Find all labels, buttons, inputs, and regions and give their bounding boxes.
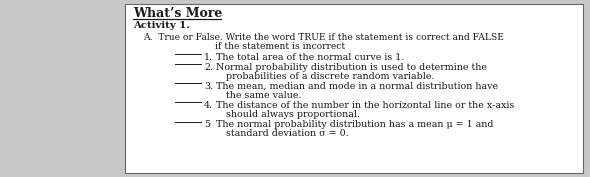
Text: if the statement is incorrect: if the statement is incorrect	[215, 42, 345, 51]
Text: 3.: 3.	[204, 82, 213, 91]
Text: The total area of the normal curve is 1.: The total area of the normal curve is 1.	[216, 53, 404, 61]
Text: Activity 1.: Activity 1.	[133, 21, 190, 30]
Text: 2.: 2.	[204, 62, 213, 72]
Text: The distance of the number in the horizontal line or the x-axis: The distance of the number in the horizo…	[216, 101, 514, 110]
Text: the same value.: the same value.	[226, 91, 301, 100]
Text: The mean, median and mode in a normal distribution have: The mean, median and mode in a normal di…	[216, 82, 498, 91]
FancyBboxPatch shape	[125, 4, 583, 173]
Text: probabilities of a discrete random variable.: probabilities of a discrete random varia…	[226, 72, 434, 81]
Text: 4.: 4.	[204, 101, 213, 110]
Text: Normal probability distribution is used to determine the: Normal probability distribution is used …	[216, 62, 487, 72]
Text: 5: 5	[204, 120, 210, 129]
Text: A.  True or False. Write the word TRUE if the statement is correct and FALSE: A. True or False. Write the word TRUE if…	[143, 33, 504, 41]
Text: standard deviation σ = 0.: standard deviation σ = 0.	[226, 129, 349, 138]
Text: What’s More: What’s More	[133, 7, 222, 20]
Text: 1.: 1.	[204, 53, 213, 61]
Text: should always proportional.: should always proportional.	[226, 110, 360, 119]
Text: The normal probability distribution has a mean μ = 1 and: The normal probability distribution has …	[216, 120, 493, 129]
